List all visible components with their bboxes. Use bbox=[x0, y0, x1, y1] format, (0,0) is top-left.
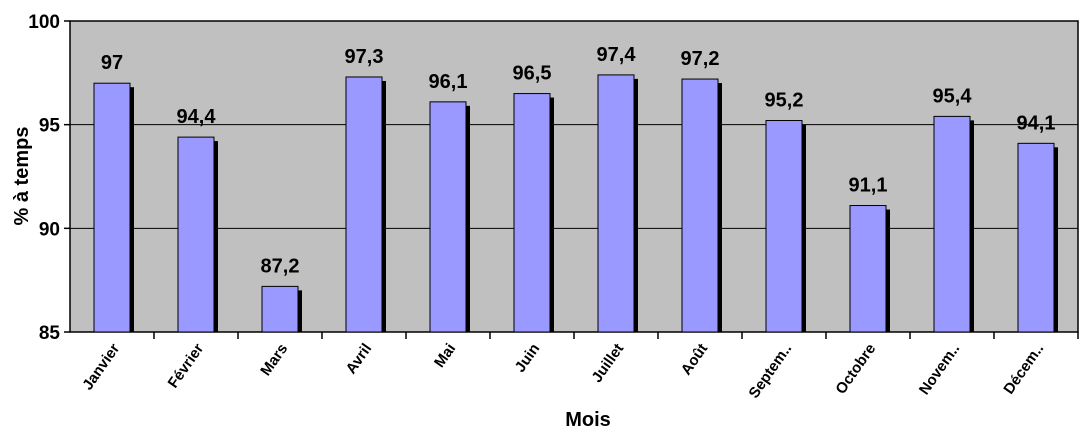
x-tick-label: Octobre bbox=[832, 341, 879, 398]
y-tick-label: 85 bbox=[39, 323, 61, 344]
y-tick-label: 100 bbox=[28, 12, 60, 33]
gridlines bbox=[70, 124, 1078, 229]
x-tick-label: Juillet bbox=[588, 341, 627, 386]
x-tick-label: Septem.. bbox=[745, 341, 795, 402]
data-label: 97,2 bbox=[681, 48, 720, 70]
plot-background bbox=[69, 20, 1079, 333]
bar bbox=[597, 74, 635, 333]
bar bbox=[93, 82, 131, 333]
bar bbox=[429, 101, 467, 333]
x-tick-label: Janvier bbox=[79, 340, 123, 393]
y-tick-label: 90 bbox=[39, 219, 60, 240]
data-label: 95,4 bbox=[933, 85, 973, 107]
x-axis-title: Mois bbox=[565, 409, 611, 431]
data-label: 95,2 bbox=[765, 90, 804, 112]
data-label: 97 bbox=[101, 52, 123, 74]
bar bbox=[345, 76, 383, 333]
bars bbox=[93, 74, 1058, 333]
x-axis-ticks: Janvier Février Mars Avril Mai Juin Juillet Aoû… bbox=[79, 332, 1079, 402]
y-tick-label: 95 bbox=[39, 116, 61, 137]
x-tick-label: Août bbox=[678, 341, 712, 379]
x-tick-label: Avril bbox=[343, 341, 376, 378]
data-label: 97,4 bbox=[597, 44, 637, 66]
data-label: 96,1 bbox=[429, 71, 468, 93]
data-label: 94,4 bbox=[177, 106, 217, 128]
bar bbox=[513, 93, 551, 333]
x-tick-label: Février bbox=[165, 340, 208, 391]
x-tick-label: Novem.. bbox=[916, 341, 963, 399]
bar bbox=[849, 205, 887, 333]
x-tick-label: Mars bbox=[257, 341, 291, 379]
data-label: 94,1 bbox=[1017, 112, 1056, 134]
bar bbox=[261, 285, 299, 333]
bar bbox=[1017, 142, 1055, 333]
y-axis-ticks: 85 90 95 100 bbox=[28, 12, 70, 344]
data-label: 97,3 bbox=[345, 46, 384, 68]
data-labels: 97 94,4 87,2 97,3 96,1 96,5 97,4 97,2 95,2 91,1 95… bbox=[101, 44, 1056, 277]
y-axis-title: % à temps bbox=[11, 127, 33, 226]
x-tick-label: Mai bbox=[431, 341, 459, 371]
data-label: 87,2 bbox=[261, 255, 300, 277]
bar bbox=[177, 136, 215, 333]
data-label: 91,1 bbox=[849, 175, 888, 197]
data-label: 96,5 bbox=[513, 63, 552, 85]
bar bbox=[681, 78, 719, 333]
bar bbox=[765, 120, 803, 333]
bar bbox=[933, 115, 971, 333]
x-tick-label: Décem.. bbox=[1000, 341, 1047, 398]
x-tick-label: Juin bbox=[512, 341, 544, 376]
